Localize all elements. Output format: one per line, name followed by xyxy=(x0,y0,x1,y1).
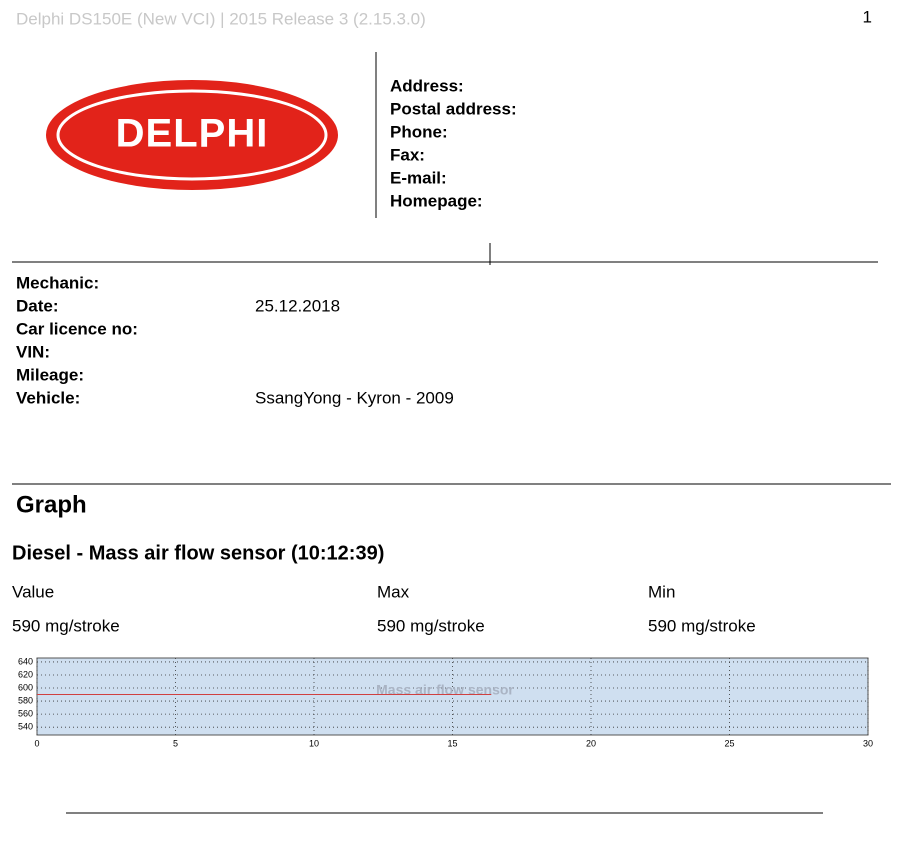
page-number: 1 xyxy=(863,7,872,26)
x-tick-label: 0 xyxy=(34,738,39,748)
contact-label: E-mail: xyxy=(390,168,447,187)
info-label: Mechanic: xyxy=(16,273,99,292)
info-label: VIN: xyxy=(16,342,50,361)
stat-header: Min xyxy=(648,582,675,601)
x-tick-label: 25 xyxy=(724,738,734,748)
x-tick-label: 5 xyxy=(173,738,178,748)
contact-label: Address: xyxy=(390,76,464,95)
stat-value: 590 mg/stroke xyxy=(12,616,120,635)
stat-header: Value xyxy=(12,582,54,601)
x-tick-label: 20 xyxy=(586,738,596,748)
info-label: Car licence no: xyxy=(16,319,138,338)
contact-label: Homepage: xyxy=(390,191,483,210)
logo: DELPHI xyxy=(46,80,338,190)
info-value: SsangYong - Kyron - 2009 xyxy=(255,388,454,407)
y-tick-label: 620 xyxy=(18,669,33,679)
contact-label: Postal address: xyxy=(390,99,517,118)
header-title: Delphi DS150E (New VCI) | 2015 Release 3… xyxy=(16,9,426,28)
x-tick-label: 10 xyxy=(309,738,319,748)
contact-label: Fax: xyxy=(390,145,425,164)
stat-value: 590 mg/stroke xyxy=(648,616,756,635)
chart-title: Mass air flow sensor xyxy=(376,682,514,698)
logo-text: DELPHI xyxy=(116,112,269,156)
x-tick-label: 15 xyxy=(447,738,457,748)
graph-title: Diesel - Mass air flow sensor (10:12:39) xyxy=(12,542,384,564)
y-tick-label: 560 xyxy=(18,708,33,718)
stat-value: 590 mg/stroke xyxy=(377,616,485,635)
info-value: 25.12.2018 xyxy=(255,296,340,315)
y-tick-label: 600 xyxy=(18,682,33,692)
info-label: Date: xyxy=(16,296,59,315)
x-tick-label: 30 xyxy=(863,738,873,748)
info-label: Mileage: xyxy=(16,365,84,384)
info-label: Vehicle: xyxy=(16,388,80,407)
y-tick-label: 640 xyxy=(18,656,33,666)
contact-label: Phone: xyxy=(390,122,448,141)
y-tick-label: 540 xyxy=(18,722,33,732)
y-tick-label: 580 xyxy=(18,695,33,705)
section-title: Graph xyxy=(16,491,87,518)
stat-header: Max xyxy=(377,582,410,601)
